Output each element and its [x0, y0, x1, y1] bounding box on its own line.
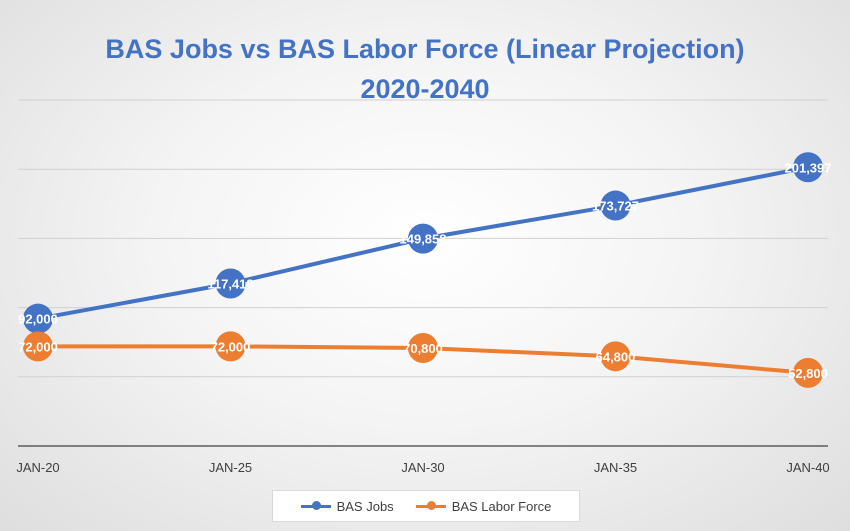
legend-dot-bas-labor-force — [426, 501, 436, 510]
legend-entry-bas-labor-force: BAS Labor Force — [415, 498, 552, 514]
legend-entry-bas-jobs: BAS Jobs — [300, 498, 394, 514]
data-point-bas-jobs — [793, 152, 823, 183]
legend-dot-bas-jobs — [311, 501, 321, 510]
x-tick-label: JAN-35 — [594, 460, 637, 475]
data-label-bas-jobs: 201,397 — [785, 160, 832, 175]
data-point-bas-labor-force — [408, 333, 438, 364]
legend-label-bas-labor-force: BAS Labor Force — [451, 498, 552, 514]
legend: BAS Jobs BAS Labor Force — [272, 490, 580, 522]
data-point-bas-jobs — [215, 268, 246, 299]
x-tick-label: JAN-30 — [401, 460, 444, 475]
data-point-bas-labor-force — [600, 341, 631, 372]
data-label-bas-labor-force: 70,800 — [403, 341, 443, 356]
data-label-bas-labor-force: 72,000 — [18, 339, 58, 354]
data-point-bas-jobs — [408, 223, 438, 254]
data-label-bas-labor-force: 64,800 — [596, 349, 636, 364]
legend-marker-bas-labor-force — [415, 501, 446, 511]
chart-title: BAS Jobs vs BAS Labor Force (Linear Proj… — [105, 34, 745, 64]
legend-label-bas-jobs: BAS Jobs — [336, 498, 394, 514]
data-labels: 92,000 117,418 149,858 173,727 201,397 72,000… — [18, 160, 831, 381]
data-label-bas-jobs: 149,858 — [400, 232, 447, 247]
x-axis: JAN-20 JAN-25 JAN-30 JAN-35 JAN-40 — [16, 445, 830, 475]
legend-marker-bas-jobs — [300, 501, 331, 511]
data-point-bas-labor-force — [23, 331, 53, 362]
series-points — [23, 152, 823, 388]
data-label-bas-jobs: 117,418 — [207, 276, 253, 291]
data-point-bas-labor-force — [215, 331, 246, 362]
data-label-bas-jobs: 92,000 — [18, 312, 58, 327]
data-label-bas-jobs: 173,727 — [592, 199, 639, 214]
data-label-bas-labor-force: 52,800 — [788, 366, 828, 381]
x-tick-label: JAN-20 — [16, 460, 59, 475]
chart-subtitle: 2020-2040 — [360, 74, 490, 104]
data-label-bas-labor-force: 72,000 — [211, 339, 251, 354]
data-point-bas-jobs — [600, 190, 631, 221]
x-tick-label: JAN-25 — [209, 460, 252, 475]
x-tick-label: JAN-40 — [786, 460, 829, 475]
data-point-bas-jobs — [23, 303, 53, 334]
data-point-bas-labor-force — [793, 357, 823, 388]
